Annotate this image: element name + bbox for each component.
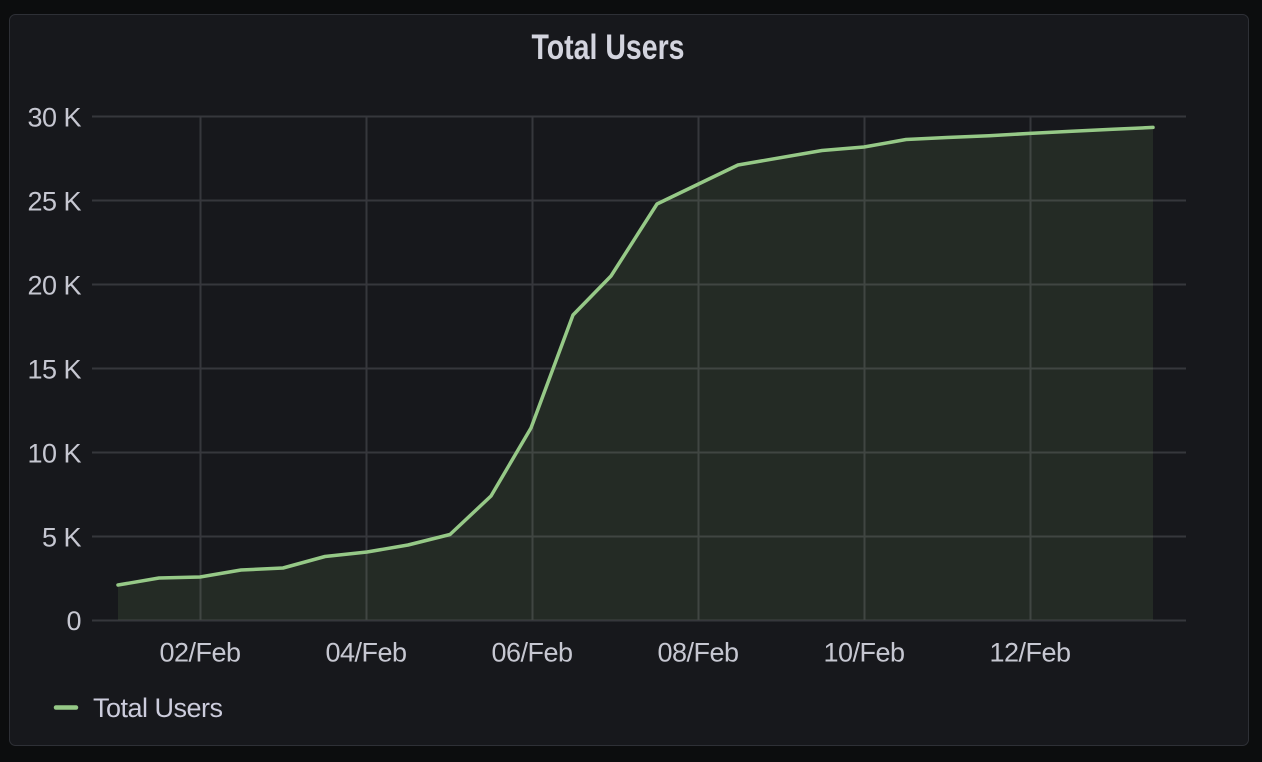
svg-text:Total Users: Total Users [532,28,685,67]
svg-text:20 K: 20 K [27,271,81,301]
svg-text:15 K: 15 K [27,355,81,385]
svg-text:30 K: 30 K [27,103,81,133]
svg-text:5 K: 5 K [42,523,82,553]
svg-text:Total Users: Total Users [93,693,223,723]
svg-text:06/Feb: 06/Feb [491,638,572,668]
svg-text:04/Feb: 04/Feb [325,638,406,668]
svg-text:12/Feb: 12/Feb [989,638,1070,668]
svg-text:10/Feb: 10/Feb [823,638,904,668]
svg-text:25 K: 25 K [27,187,81,217]
svg-text:0: 0 [66,606,81,636]
svg-text:10 K: 10 K [27,439,81,469]
svg-text:02/Feb: 02/Feb [159,638,240,668]
svg-text:08/Feb: 08/Feb [657,638,738,668]
